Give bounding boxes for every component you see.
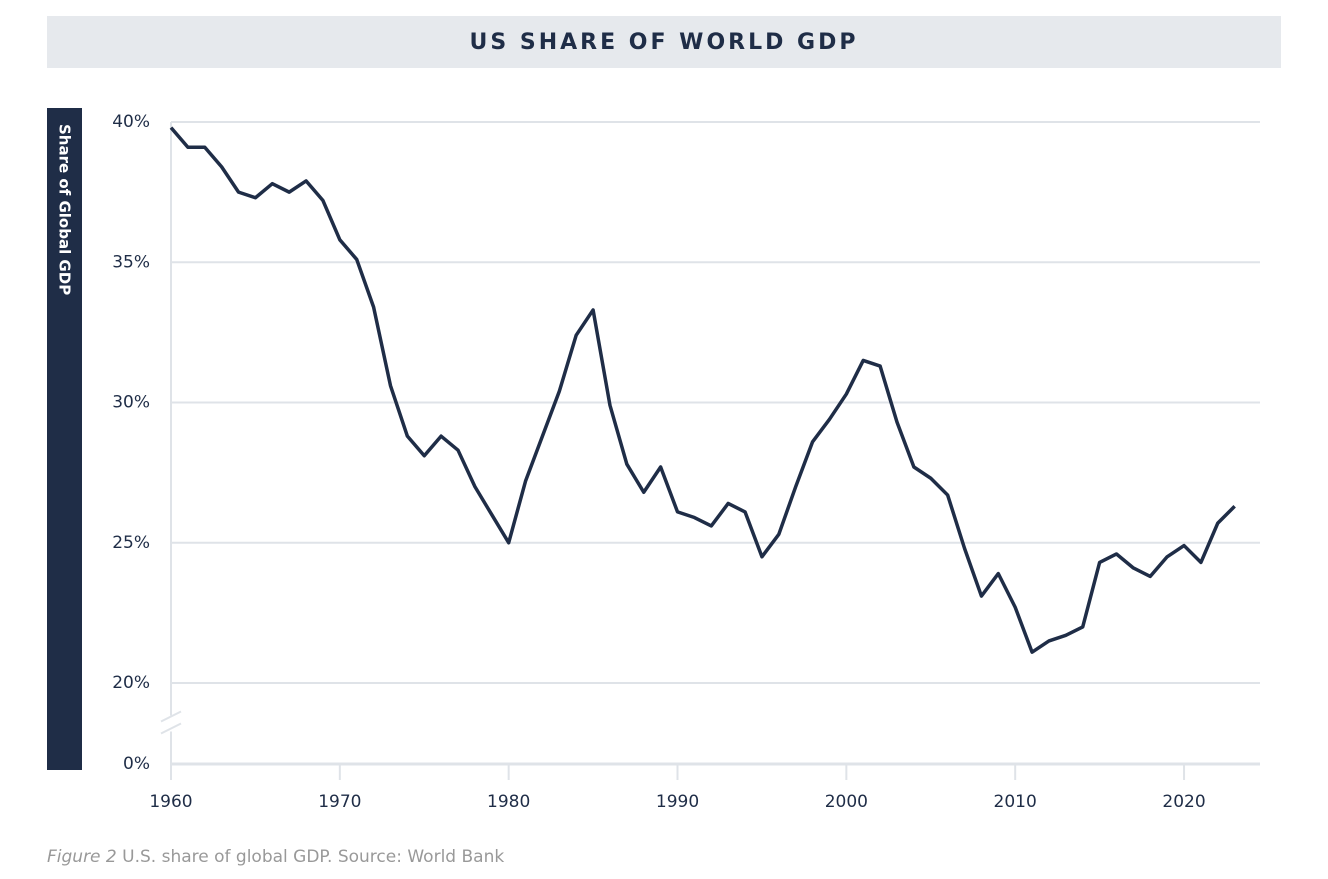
x-tick-label: 1990 [656, 792, 699, 812]
caption: Figure 2 U.S. share of global GDP. Sourc… [47, 847, 504, 867]
x-tick-label: 1960 [149, 792, 192, 812]
x-tick-label: 2000 [825, 792, 868, 812]
y-axis-label: Share of Global GDP [56, 124, 74, 295]
axis-break [160, 710, 182, 723]
x-tick-label: 1980 [487, 792, 530, 812]
y-tick-label: 20% [112, 673, 150, 693]
y-tick-label: 0% [123, 754, 150, 774]
x-tick-label: 2010 [994, 792, 1037, 812]
y-tick-label: 30% [112, 393, 150, 413]
axis-break [160, 722, 182, 735]
x-tick-label: 2020 [1162, 792, 1205, 812]
y-tick-label: 40% [112, 112, 150, 132]
chart-title: US SHARE OF WORLD GDP [470, 30, 859, 55]
x-tick-label: 1970 [318, 792, 361, 812]
data-line [169, 126, 1236, 654]
y-tick-label: 25% [112, 533, 150, 553]
y-label-box [47, 108, 82, 770]
y-tick-label: 35% [112, 252, 150, 272]
caption-label: Figure 2 [47, 847, 117, 867]
caption-text: U.S. share of global GDP. Source: World … [122, 847, 504, 867]
title-bar [47, 16, 1281, 68]
